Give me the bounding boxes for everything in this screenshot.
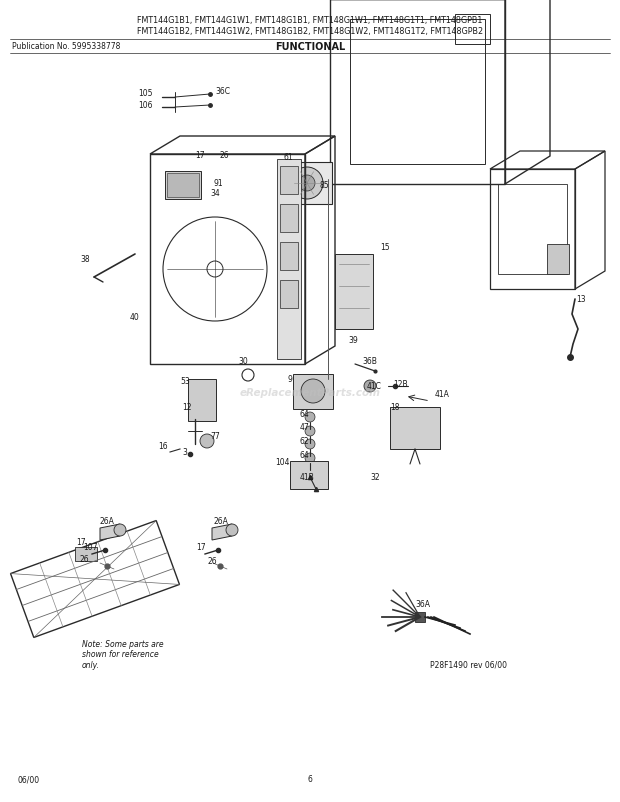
Text: 40: 40 — [130, 313, 140, 322]
Text: 26: 26 — [207, 557, 216, 565]
Text: 26A: 26A — [213, 516, 228, 526]
Text: FUNCTIONAL: FUNCTIONAL — [275, 42, 345, 52]
Bar — [280, 281, 298, 309]
Text: 64: 64 — [300, 451, 310, 460]
Bar — [290, 461, 328, 489]
Bar — [350, 20, 485, 164]
Circle shape — [301, 379, 325, 403]
Text: 36A: 36A — [415, 600, 430, 609]
Text: 34: 34 — [210, 188, 219, 197]
Bar — [490, 170, 575, 290]
Text: 16: 16 — [158, 442, 167, 451]
Text: P28F1490 rev 06/00: P28F1490 rev 06/00 — [430, 660, 507, 669]
Bar — [167, 174, 199, 198]
Text: 26: 26 — [220, 150, 229, 160]
Bar — [280, 167, 298, 195]
Bar — [415, 612, 425, 622]
Bar — [390, 407, 440, 449]
Polygon shape — [212, 525, 232, 541]
Text: 15: 15 — [380, 243, 389, 252]
Bar — [165, 172, 201, 200]
Text: 64: 64 — [300, 410, 310, 419]
Text: 17: 17 — [76, 538, 86, 547]
Text: Note: Some parts are
shown for reference
only.: Note: Some parts are shown for reference… — [82, 639, 164, 669]
Text: 106: 106 — [138, 101, 153, 111]
Circle shape — [305, 412, 315, 423]
Bar — [335, 255, 373, 330]
Text: 85: 85 — [320, 180, 330, 189]
Text: 12: 12 — [182, 403, 192, 412]
Text: Publication No. 5995338778: Publication No. 5995338778 — [12, 42, 120, 51]
Bar — [282, 163, 332, 205]
Text: 61: 61 — [283, 153, 293, 162]
Text: 77: 77 — [210, 432, 219, 441]
Text: 41C: 41C — [367, 382, 382, 391]
Circle shape — [226, 525, 238, 537]
Text: 107: 107 — [83, 543, 97, 552]
Text: 13: 13 — [576, 295, 586, 304]
Text: 53: 53 — [180, 377, 190, 386]
Bar — [280, 205, 298, 233]
Circle shape — [291, 168, 323, 200]
Circle shape — [299, 176, 315, 192]
Text: 36C: 36C — [215, 87, 230, 96]
Text: 3: 3 — [182, 448, 187, 457]
Text: 104: 104 — [275, 458, 290, 467]
Bar — [280, 243, 298, 270]
Circle shape — [305, 439, 315, 449]
Text: FMT144G1B2, FMT144G1W2, FMT148G1B2, FMT148G1W2, FMT148G1T2, FMT148GPB2: FMT144G1B2, FMT144G1W2, FMT148G1B2, FMT1… — [137, 27, 483, 36]
Text: 36B: 36B — [362, 357, 377, 366]
Text: eReplacementParts.com: eReplacementParts.com — [239, 387, 381, 398]
Polygon shape — [100, 525, 120, 541]
Text: 47: 47 — [300, 423, 310, 432]
Circle shape — [305, 453, 315, 464]
Bar — [547, 245, 569, 274]
Text: 91: 91 — [213, 178, 223, 187]
Text: 6: 6 — [308, 775, 312, 784]
Bar — [277, 160, 301, 359]
Text: 06/00: 06/00 — [18, 775, 40, 784]
Bar — [75, 547, 97, 561]
Bar — [455, 15, 490, 45]
Circle shape — [200, 435, 214, 448]
Text: 26: 26 — [80, 555, 90, 564]
Text: 41B: 41B — [300, 473, 315, 482]
Bar — [293, 375, 333, 410]
Text: 9: 9 — [288, 375, 293, 384]
Text: 17: 17 — [196, 543, 206, 552]
Circle shape — [114, 525, 126, 537]
Text: 26A: 26A — [100, 516, 115, 526]
Circle shape — [305, 427, 315, 436]
Text: 39: 39 — [348, 336, 358, 345]
Text: 38: 38 — [80, 255, 90, 264]
Text: 12B: 12B — [393, 380, 407, 389]
Bar — [188, 379, 216, 422]
Text: 41A: 41A — [435, 390, 450, 399]
Text: 32: 32 — [370, 473, 379, 482]
Bar — [498, 184, 567, 274]
Text: 18: 18 — [390, 403, 399, 412]
Text: 62: 62 — [300, 437, 309, 446]
Circle shape — [364, 380, 376, 392]
Text: 30: 30 — [238, 357, 248, 366]
Circle shape — [242, 370, 254, 382]
Text: 105: 105 — [138, 89, 153, 99]
Text: FMT144G1B1, FMT144G1W1, FMT148G1B1, FMT148G1W1, FMT148G1T1, FMT148GPB1: FMT144G1B1, FMT144G1W1, FMT148G1B1, FMT1… — [137, 16, 483, 25]
Text: 17: 17 — [195, 150, 205, 160]
